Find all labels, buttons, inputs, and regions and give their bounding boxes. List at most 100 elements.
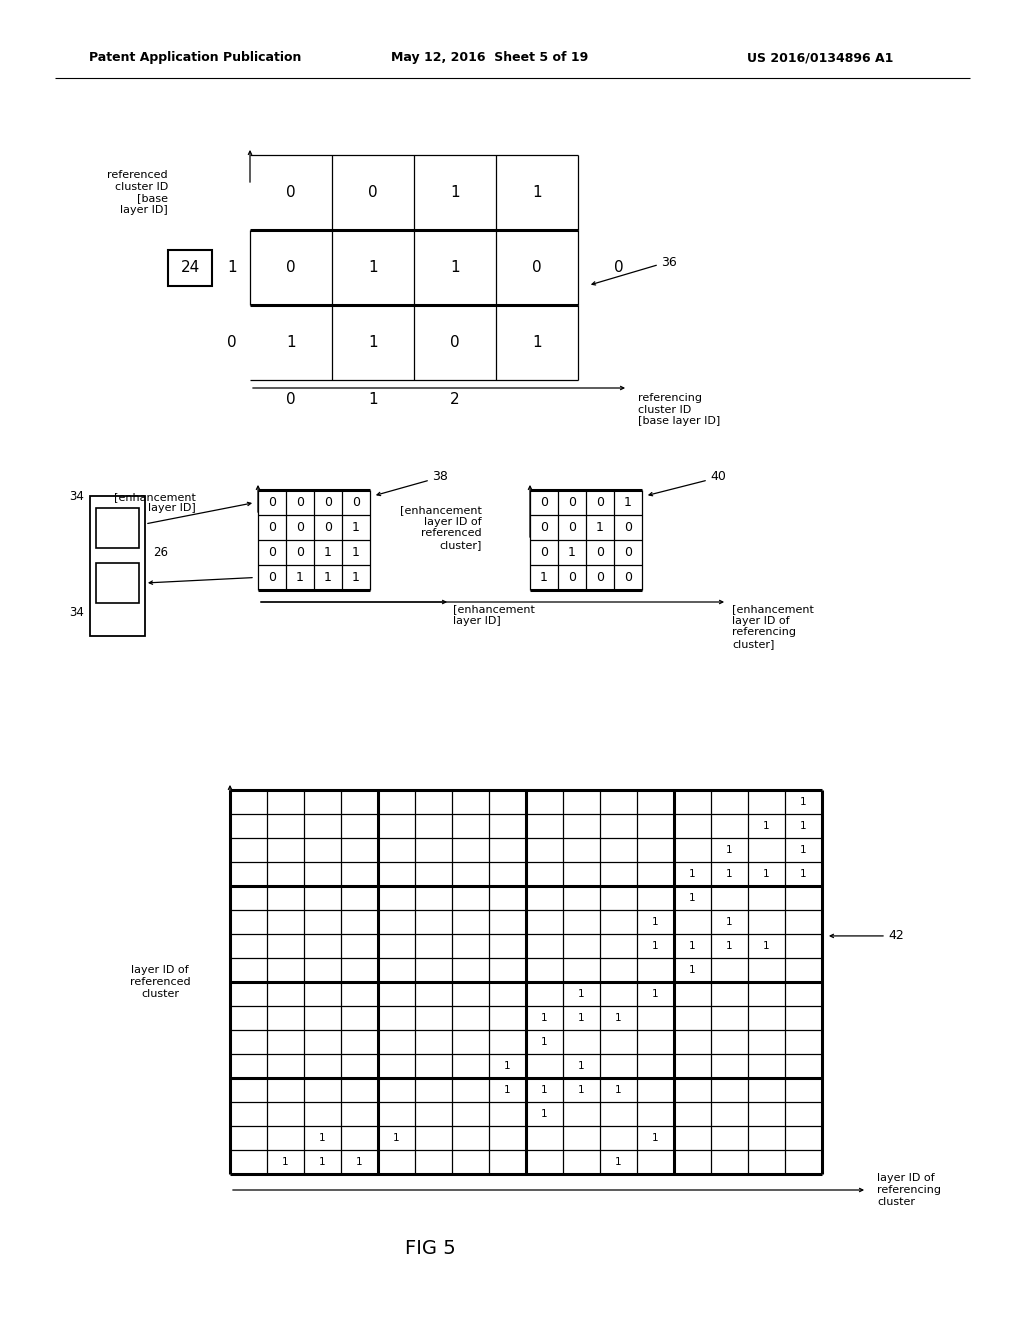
Text: 1: 1 [369,335,378,350]
Text: 0: 0 [624,521,632,535]
Text: [enhancement
layer ID of
referenced
cluster]: [enhancement layer ID of referenced clus… [400,506,482,550]
Text: 2: 2 [451,392,460,408]
Text: Patent Application Publication: Patent Application Publication [89,51,301,65]
Text: layer ID of
referencing
cluster: layer ID of referencing cluster [877,1173,941,1206]
Text: 1: 1 [356,1158,362,1167]
Text: 0: 0 [286,185,296,201]
Text: 1: 1 [540,572,548,583]
Text: 0: 0 [324,496,332,510]
Text: 0: 0 [268,546,276,558]
Text: 1: 1 [504,1085,511,1096]
Text: 0: 0 [227,335,237,350]
Text: 26: 26 [153,545,168,558]
Text: 1: 1 [286,335,296,350]
Text: 0: 0 [296,521,304,535]
Text: 0: 0 [286,260,296,275]
Text: layer ID of
referenced
cluster: layer ID of referenced cluster [130,965,190,999]
Text: 1: 1 [352,546,360,558]
Text: 34: 34 [70,606,84,619]
Text: 1: 1 [726,941,733,950]
Text: 1: 1 [726,845,733,855]
Text: 1: 1 [324,546,332,558]
Text: 0: 0 [568,496,575,510]
Text: 40: 40 [710,470,726,483]
Text: 1: 1 [624,496,632,510]
Text: 1: 1 [319,1158,326,1167]
Text: [enhancement
layer ID]: [enhancement layer ID] [114,492,196,513]
Text: 0: 0 [540,496,548,510]
Text: 1: 1 [726,869,733,879]
Text: 1: 1 [451,260,460,275]
Text: [enhancement
layer ID]: [enhancement layer ID] [453,605,535,626]
Text: 1: 1 [393,1133,399,1143]
Text: 0: 0 [596,546,604,558]
Text: 0: 0 [614,260,624,275]
Text: 1: 1 [579,1085,585,1096]
Text: 0: 0 [596,572,604,583]
Text: 0: 0 [296,546,304,558]
Text: 0: 0 [352,496,360,510]
Bar [168,249,212,285]
Text: 0: 0 [568,521,575,535]
Text: 1: 1 [319,1133,326,1143]
Text: US 2016/0134896 A1: US 2016/0134896 A1 [746,51,893,65]
Text: 0: 0 [532,260,542,275]
Text: 1: 1 [652,1133,658,1143]
Bar [96,564,139,603]
Text: 0: 0 [451,335,460,350]
Text: 1: 1 [689,894,696,903]
Text: 1: 1 [542,1085,548,1096]
Text: 0: 0 [624,546,632,558]
Text: May 12, 2016  Sheet 5 of 19: May 12, 2016 Sheet 5 of 19 [391,51,589,65]
Text: 1: 1 [568,546,575,558]
Text: 38: 38 [432,470,447,483]
Text: [enhancement
layer ID of
referencing
cluster]: [enhancement layer ID of referencing clu… [732,605,814,649]
Text: 0: 0 [540,521,548,535]
Text: 1: 1 [369,392,378,408]
Text: 1: 1 [652,917,658,927]
Text: 1: 1 [726,917,733,927]
Text: 1: 1 [763,941,770,950]
Text: 1: 1 [596,521,604,535]
Text: 1: 1 [532,185,542,201]
Text: 0: 0 [540,546,548,558]
Text: 36: 36 [662,256,677,269]
Text: 1: 1 [352,572,360,583]
Bar [90,496,145,636]
Text: 34: 34 [70,490,84,503]
Text: 1: 1 [689,965,696,975]
Text: 1: 1 [579,989,585,999]
Text: FIG 5: FIG 5 [404,1238,456,1258]
Text: 1: 1 [227,260,237,275]
Text: 1: 1 [451,185,460,201]
Text: referencing
cluster ID
[base layer ID]: referencing cluster ID [base layer ID] [638,393,720,426]
Text: 0: 0 [369,185,378,201]
Text: 0: 0 [596,496,604,510]
Text: 1: 1 [800,797,807,807]
Text: 1: 1 [615,1158,622,1167]
Text: 0: 0 [268,572,276,583]
Text: 1: 1 [800,869,807,879]
Text: 1: 1 [615,1012,622,1023]
Text: 1: 1 [579,1012,585,1023]
Text: 1: 1 [652,941,658,950]
Text: 1: 1 [542,1109,548,1119]
Bar [96,508,139,548]
Text: 0: 0 [324,521,332,535]
Text: 24: 24 [180,260,200,275]
Text: 1: 1 [763,869,770,879]
Text: 0: 0 [296,496,304,510]
Text: 1: 1 [652,989,658,999]
Text: 1: 1 [542,1012,548,1023]
Text: 0: 0 [286,392,296,408]
Text: referenced
cluster ID
[base
layer ID]: referenced cluster ID [base layer ID] [108,170,168,215]
Text: 1: 1 [283,1158,289,1167]
Text: 0: 0 [268,496,276,510]
Text: 1: 1 [615,1085,622,1096]
Text: 1: 1 [579,1061,585,1071]
Text: 1: 1 [689,941,696,950]
Text: 1: 1 [800,845,807,855]
Text: 1: 1 [763,821,770,832]
Text: 42: 42 [888,929,904,942]
Text: 0: 0 [568,572,575,583]
